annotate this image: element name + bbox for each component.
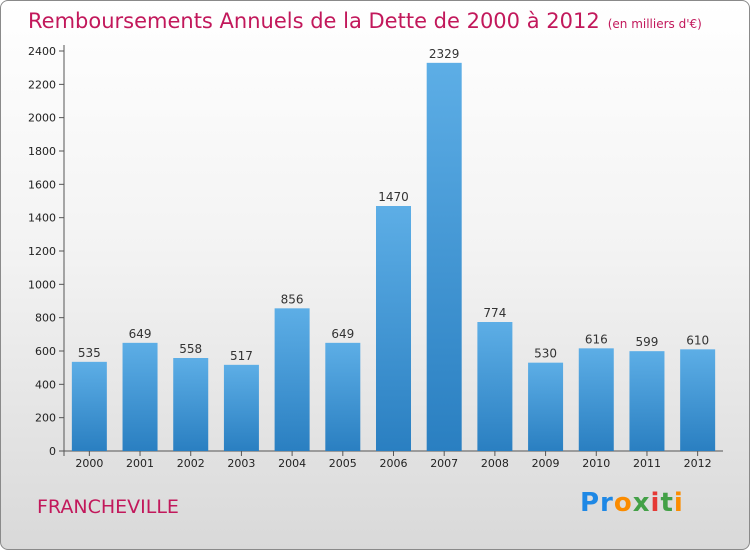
bar[interactable] bbox=[426, 62, 462, 451]
axes: 0 200 400 600 800 1000 1200 1400 1600 1800 2000 220… bbox=[28, 45, 723, 470]
x-tick-label: 2001 bbox=[126, 457, 154, 470]
x-tick-label: 2009 bbox=[532, 457, 560, 470]
y-tick-label: 2400 bbox=[28, 45, 56, 58]
x-tick-label: 2002 bbox=[177, 457, 205, 470]
y-tick-label: 1800 bbox=[28, 145, 56, 158]
chart-title: Remboursements Annuels de la Dette de 20… bbox=[28, 9, 600, 33]
data-label: 856 bbox=[281, 292, 304, 306]
bar[interactable] bbox=[578, 348, 614, 451]
chart-unit: (en milliers d'€) bbox=[607, 17, 702, 31]
x-tick-label: 2006 bbox=[380, 457, 408, 470]
proxiti-logo[interactable]: Proxiti bbox=[580, 488, 684, 518]
x-tick-label: 2010 bbox=[582, 457, 610, 470]
bar[interactable] bbox=[122, 342, 158, 451]
y-tick-label: 1400 bbox=[28, 212, 56, 225]
data-label: 558 bbox=[179, 342, 202, 356]
x-tick-label: 2005 bbox=[329, 457, 357, 470]
data-label: 649 bbox=[129, 327, 152, 341]
x-tick-label: 2011 bbox=[633, 457, 661, 470]
data-label: 649 bbox=[331, 327, 354, 341]
bar[interactable] bbox=[376, 206, 411, 451]
bar[interactable] bbox=[680, 349, 716, 451]
x-tick-label: 2012 bbox=[684, 457, 712, 470]
data-label: 610 bbox=[686, 333, 709, 347]
data-label: 616 bbox=[585, 332, 608, 346]
data-label: 774 bbox=[483, 306, 506, 320]
bar[interactable] bbox=[173, 358, 209, 451]
x-tick-label: 2008 bbox=[481, 457, 509, 470]
x-tick-label: 2007 bbox=[430, 457, 458, 470]
y-tick-label: 0 bbox=[49, 445, 56, 458]
y-tick-label: 1000 bbox=[28, 278, 56, 291]
data-label: 530 bbox=[534, 347, 557, 361]
bar[interactable] bbox=[71, 361, 107, 451]
data-label: 2329 bbox=[429, 47, 460, 61]
data-label: 517 bbox=[230, 349, 253, 363]
x-tick-label: 2004 bbox=[278, 457, 306, 470]
y-tick-label: 2200 bbox=[28, 78, 56, 91]
bar[interactable] bbox=[274, 308, 310, 451]
bar[interactable] bbox=[223, 364, 259, 451]
y-tick-label: 200 bbox=[35, 412, 56, 425]
bar[interactable] bbox=[629, 351, 665, 451]
bar[interactable] bbox=[477, 322, 513, 451]
x-tick-label: 2003 bbox=[227, 457, 255, 470]
y-tick-label: 1200 bbox=[28, 245, 56, 258]
bar[interactable] bbox=[528, 362, 564, 451]
data-label: 599 bbox=[636, 335, 659, 349]
x-tick-label: 2000 bbox=[75, 457, 103, 470]
y-tick-label: 2000 bbox=[28, 112, 56, 125]
y-tick-label: 400 bbox=[35, 378, 56, 391]
bars: 535 649 558 517 856 649 1470 2329 774 530 616 599 61… bbox=[71, 47, 716, 451]
bar[interactable] bbox=[325, 342, 361, 451]
data-label: 1470 bbox=[378, 190, 409, 204]
y-tick-label: 600 bbox=[35, 345, 56, 358]
y-tick-label: 800 bbox=[35, 312, 56, 325]
data-label: 535 bbox=[78, 346, 101, 360]
city-name: FRANCHEVILLE bbox=[37, 496, 179, 518]
y-tick-label: 1600 bbox=[28, 178, 56, 191]
title-row: Remboursements Annuels de la Dette de 20… bbox=[28, 9, 702, 33]
